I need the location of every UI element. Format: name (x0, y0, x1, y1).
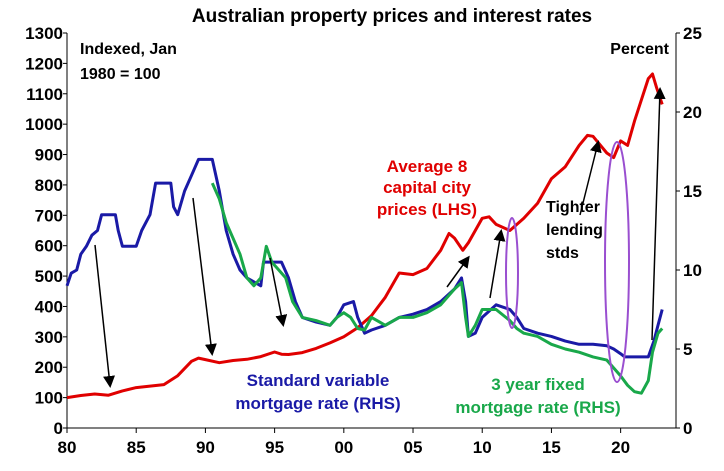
left-axis-label-line-1: Indexed, Jan (80, 41, 177, 58)
annotation-line-1: Tighter (546, 199, 600, 216)
right-axis-label: Percent (610, 41, 669, 58)
axes-frame (66, 33, 677, 429)
price-index-line (66, 72, 664, 400)
left-tick-label: 700 (35, 206, 63, 225)
left-tick-label: 1300 (25, 24, 63, 43)
left-tick-label: 1000 (25, 115, 63, 134)
x-tick-label: 95 (265, 438, 284, 457)
right-tick-label: 0 (683, 419, 692, 438)
red-series-label-line-2: capital city (383, 178, 471, 197)
ellipse-2012 (505, 217, 519, 329)
annotation-line-2: lending (546, 222, 603, 239)
annotation-arrows (94, 87, 666, 388)
arrow-1995 (269, 257, 288, 327)
left-tick-label: 500 (35, 267, 63, 286)
x-tick-label: 85 (127, 438, 146, 457)
arrow-2022 (651, 87, 666, 341)
left-axis-label-line-2: 1980 = 100 (80, 66, 161, 83)
red-series-label-line-1: Average 8 (387, 157, 468, 176)
red-series-label-line-3: prices (LHS) (377, 200, 477, 219)
chart-title: Australian property prices and interest … (192, 6, 592, 27)
green-series-label-line-2: mortgage rate (RHS) (455, 398, 620, 417)
arrow-1990 (192, 197, 217, 356)
x-tick-label: 00 (334, 438, 353, 457)
left-axis-ticks: 0 100 200 300 400 500 600 700 800 900 1000 1100 1200… (25, 24, 67, 438)
arrow-2007 (446, 255, 470, 288)
x-tick-label: 20 (611, 438, 630, 457)
left-tick-label: 300 (35, 328, 63, 347)
blue-series-label-line-2: mortgage rate (RHS) (235, 394, 400, 413)
left-tick-label: 0 (54, 419, 63, 438)
left-tick-label: 900 (35, 146, 63, 165)
left-tick-label: 600 (35, 237, 63, 256)
left-tick-label: 800 (35, 176, 63, 195)
right-axis-ticks: 0 5 10 15 20 25 (676, 24, 702, 438)
annotation-line-3: stds (546, 245, 579, 262)
x-tick-label: 90 (196, 438, 215, 457)
x-axis-ticks: 80 85 90 95 00 05 10 15 20 (58, 428, 630, 457)
left-tick-label: 1100 (26, 85, 63, 104)
annotation-ellipses (505, 141, 630, 383)
x-tick-label: 80 (58, 438, 77, 457)
arrow-1983 (94, 244, 116, 388)
right-tick-label: 10 (683, 261, 702, 280)
x-tick-label: 05 (404, 438, 423, 457)
x-tick-label: 10 (473, 438, 492, 457)
arrow-2017 (579, 140, 602, 216)
left-tick-label: 100 (35, 389, 63, 408)
right-tick-label: 25 (683, 24, 702, 43)
left-tick-label: 400 (35, 297, 63, 316)
blue-series-label-line-1: Standard variable (247, 371, 390, 390)
arrow-2010 (489, 229, 506, 299)
right-tick-label: 15 (683, 182, 702, 201)
left-tick-label: 200 (35, 358, 63, 377)
green-series-label-line-1: 3 year fixed (491, 375, 585, 394)
ellipse-2020 (604, 141, 630, 383)
x-tick-label: 15 (542, 438, 561, 457)
left-tick-label: 1200 (25, 54, 63, 73)
right-tick-label: 5 (683, 340, 692, 359)
right-tick-label: 20 (683, 103, 702, 122)
